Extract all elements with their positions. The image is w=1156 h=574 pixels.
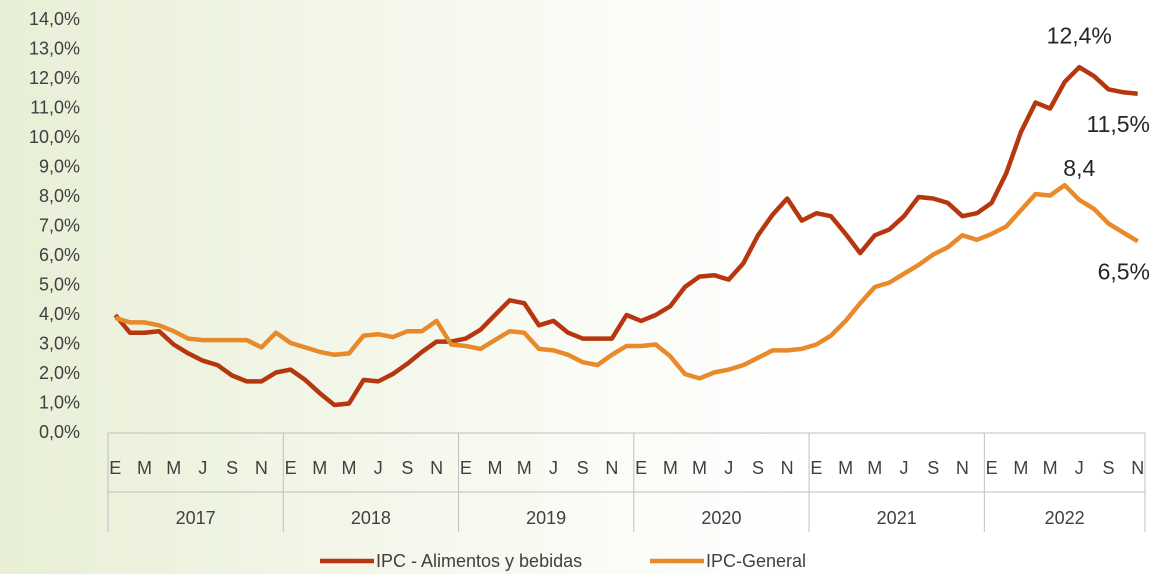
x-tick-label: J <box>549 458 558 478</box>
y-tick-label: 2,0% <box>39 363 80 383</box>
x-tick-label: S <box>1102 458 1114 478</box>
x-tick-label: N <box>430 458 443 478</box>
x-tick-label: M <box>867 458 882 478</box>
y-tick-label: 7,0% <box>39 215 80 235</box>
y-tick-label: 12,0% <box>29 68 80 88</box>
y-tick-label: 5,0% <box>39 274 80 294</box>
x-tick-label: N <box>781 458 794 478</box>
x-tick-label: J <box>374 458 383 478</box>
x-tick-label: E <box>986 458 998 478</box>
x-tick-label: J <box>198 458 207 478</box>
x-tick-label: M <box>692 458 707 478</box>
y-tick-label: 1,0% <box>39 392 80 412</box>
y-tick-label: 14,0% <box>29 9 80 29</box>
x-tick-label: E <box>635 458 647 478</box>
x-tick-label: M <box>1013 458 1028 478</box>
x-tick-label: J <box>724 458 733 478</box>
x-group-label: 2019 <box>526 508 566 528</box>
series-line <box>114 182 1139 381</box>
y-tick-label: 11,0% <box>30 97 80 117</box>
x-tick-label: S <box>401 458 413 478</box>
x-tick-label: E <box>460 458 472 478</box>
x-tick-label: M <box>663 458 678 478</box>
x-tick-label: M <box>341 458 356 478</box>
x-tick-label: S <box>927 458 939 478</box>
legend-label: IPC - Alimentos y bebidas <box>376 551 582 571</box>
series-line <box>113 64 1138 408</box>
y-tick-label: 4,0% <box>39 304 80 324</box>
x-tick-label: E <box>285 458 297 478</box>
x-group-label: 2018 <box>351 508 391 528</box>
x-tick-label: M <box>838 458 853 478</box>
y-tick-label: 8,0% <box>39 186 80 206</box>
value-label: 12,4% <box>1047 22 1112 48</box>
x-group-label: 2017 <box>176 508 216 528</box>
y-tick-label: 0,0% <box>39 422 80 442</box>
value-label: 8,4 <box>1063 155 1095 181</box>
x-tick-label: S <box>226 458 238 478</box>
x-tick-label: M <box>517 458 532 478</box>
value-label: 6,5% <box>1098 258 1150 284</box>
x-tick-label: M <box>1043 458 1058 478</box>
x-tick-label: N <box>255 458 268 478</box>
x-tick-label: N <box>605 458 618 478</box>
x-tick-label: S <box>577 458 589 478</box>
x-tick-label: M <box>312 458 327 478</box>
x-tick-label: N <box>956 458 969 478</box>
x-tick-label: J <box>1075 458 1084 478</box>
y-tick-label: 6,0% <box>39 245 80 265</box>
x-tick-label: M <box>488 458 503 478</box>
x-group-label: 2021 <box>877 508 917 528</box>
x-group-label: 2022 <box>1045 508 1085 528</box>
y-tick-label: 10,0% <box>29 127 80 147</box>
x-tick-label: E <box>810 458 822 478</box>
x-tick-label: J <box>900 458 909 478</box>
y-tick-label: 9,0% <box>39 156 80 176</box>
value-label: 11,5% <box>1086 111 1150 137</box>
x-tick-label: M <box>137 458 152 478</box>
x-tick-label: N <box>1131 458 1144 478</box>
x-tick-label: E <box>109 458 121 478</box>
y-tick-label: 13,0% <box>29 38 80 58</box>
y-tick-label: 3,0% <box>39 333 80 353</box>
x-tick-label: M <box>166 458 181 478</box>
x-tick-label: S <box>752 458 764 478</box>
x-group-label: 2020 <box>701 508 741 528</box>
legend-label: IPC-General <box>706 551 806 571</box>
